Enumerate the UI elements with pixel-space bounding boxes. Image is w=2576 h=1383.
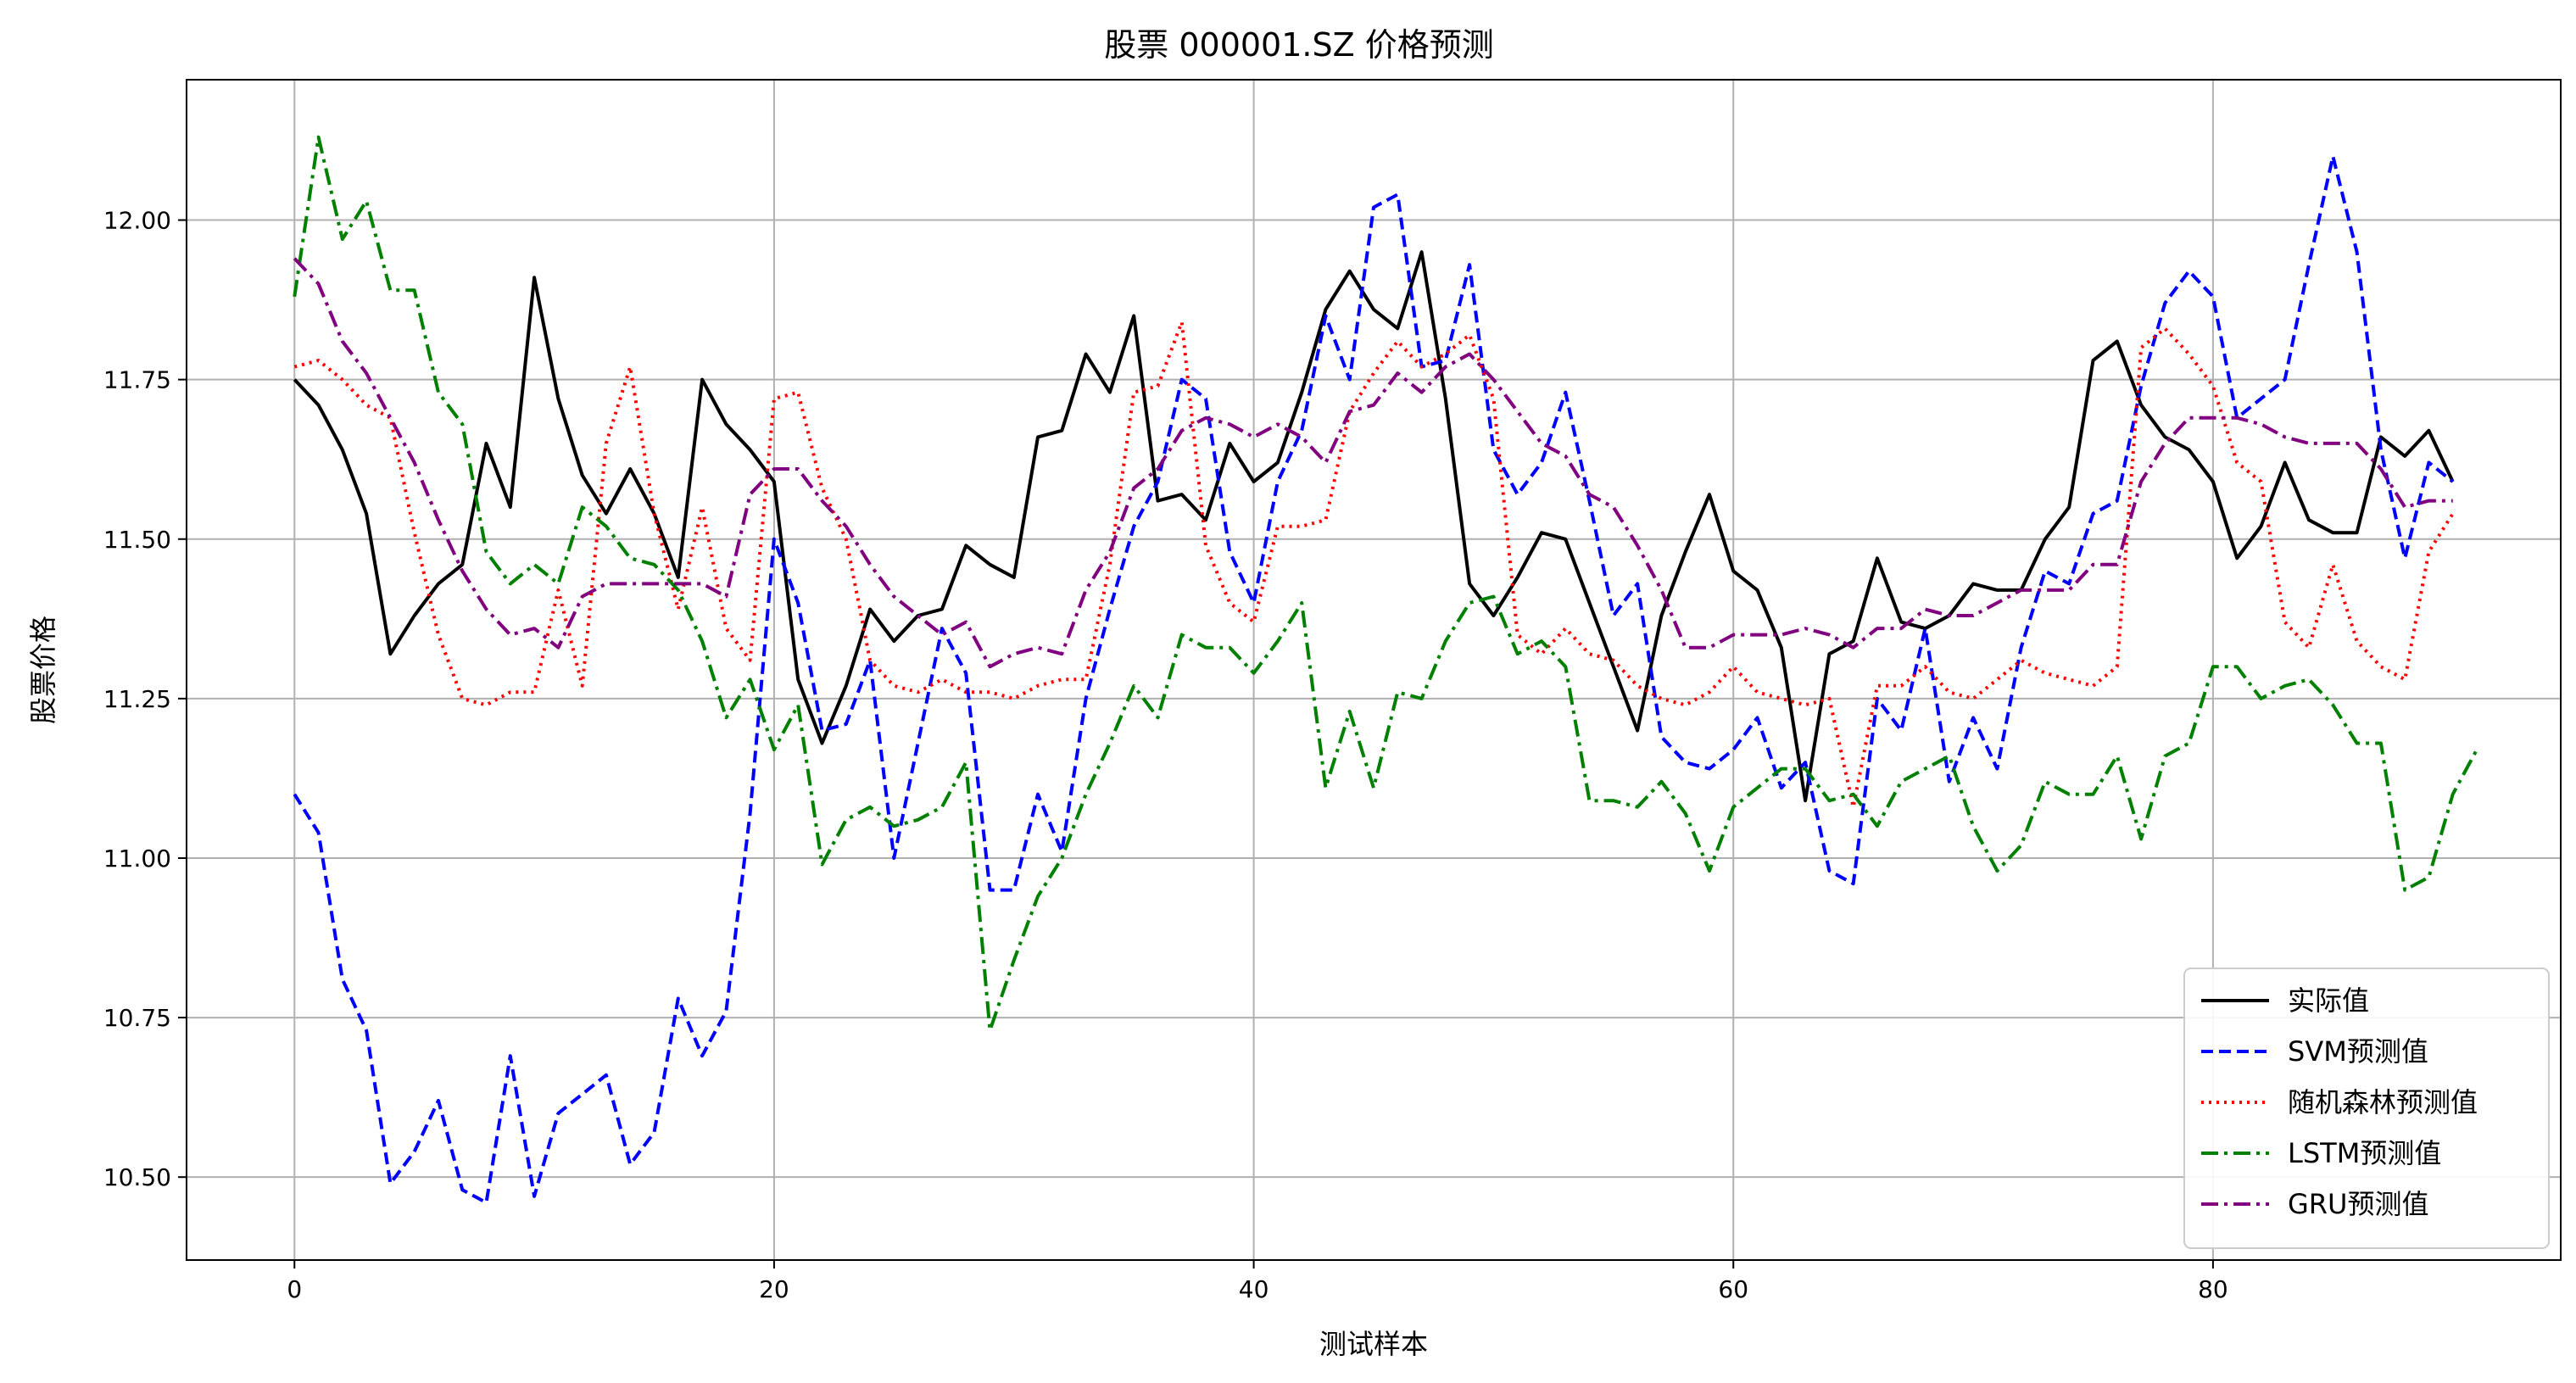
- legend-entry: SVM预测值: [2288, 1035, 2428, 1068]
- grid-lines: [187, 80, 2561, 1260]
- x-tick-label: 20: [759, 1275, 789, 1303]
- legend-entry: 实际值: [2288, 984, 2369, 1017]
- legend-box: [2183, 968, 2550, 1249]
- y-tick-label: 11.50: [103, 526, 171, 554]
- legend-entry: LSTM预测值: [2288, 1137, 2441, 1169]
- plot-frame: [186, 79, 2562, 1261]
- x-tick-label: 60: [1718, 1275, 1748, 1303]
- series-line-4: [293, 257, 2453, 669]
- series-lines: [293, 135, 2478, 1205]
- x-tick-label: 0: [287, 1275, 302, 1303]
- x-tick-label: 80: [2198, 1275, 2228, 1303]
- x-axis-ticks: 0 20 40 60 80: [287, 1260, 2228, 1303]
- y-tick-label: 12.00: [103, 207, 171, 235]
- legend-entry: 随机森林预测值: [2288, 1086, 2478, 1118]
- y-tick-label: 11.25: [103, 685, 171, 713]
- y-tick-label: 10.75: [103, 1004, 171, 1032]
- series-line-1: [293, 154, 2454, 1205]
- x-axis-label: 测试样本: [1319, 1328, 1428, 1360]
- y-axis-label: 股票价格: [27, 616, 59, 724]
- chart-title: 股票 000001.SZ 价格预测: [1104, 26, 1493, 64]
- series-line-2: [293, 320, 2455, 809]
- legend-entry: GRU预测值: [2288, 1188, 2428, 1220]
- x-tick-label: 40: [1239, 1275, 1269, 1303]
- y-tick-label: 11.75: [103, 366, 171, 394]
- series-line-3: [293, 135, 2478, 1033]
- y-tick-label: 10.50: [103, 1163, 171, 1191]
- y-tick-label: 11.00: [103, 845, 171, 873]
- y-axis-ticks: 10.50 10.75 11.00 11.25 11.50 11.75 12.00: [103, 207, 187, 1191]
